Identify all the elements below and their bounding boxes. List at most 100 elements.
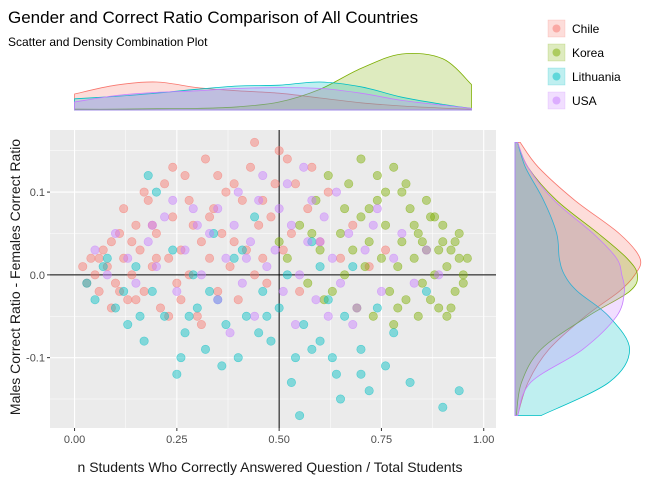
data-point-korea	[368, 311, 378, 321]
data-point-usa	[348, 320, 358, 330]
data-point-lithuania	[143, 171, 153, 181]
data-point-chile	[78, 262, 88, 272]
data-point-chile	[258, 253, 268, 263]
data-point-korea	[438, 237, 448, 247]
data-point-lithuania	[147, 286, 157, 296]
data-point-korea	[340, 270, 350, 280]
data-point-lithuania	[110, 303, 120, 313]
data-point-korea	[282, 253, 292, 263]
data-point-korea	[430, 212, 440, 222]
data-point-korea	[446, 245, 456, 255]
data-point-lithuania	[233, 353, 243, 363]
data-point-chile	[250, 270, 260, 280]
data-point-lithuania	[372, 303, 382, 313]
data-point-lithuania	[266, 336, 276, 346]
data-point-chile	[143, 195, 153, 205]
data-point-usa	[274, 204, 284, 214]
data-point-korea	[381, 187, 391, 197]
data-point-usa	[434, 270, 444, 280]
data-point-usa	[270, 245, 280, 255]
data-point-chile	[139, 187, 149, 197]
data-point-korea	[401, 295, 411, 305]
data-point-chile	[291, 179, 301, 189]
data-point-chile	[274, 146, 284, 156]
data-point-usa	[331, 187, 341, 197]
data-point-chile	[131, 295, 141, 305]
data-point-korea	[364, 237, 374, 247]
data-point-chile	[217, 228, 227, 238]
data-point-lithuania	[315, 336, 325, 346]
data-point-usa	[123, 253, 133, 263]
data-point-chile	[98, 245, 108, 255]
data-point-chile	[192, 311, 202, 321]
data-point-korea	[397, 187, 407, 197]
data-point-chile	[200, 154, 210, 164]
data-point-usa	[160, 212, 170, 222]
data-point-korea	[393, 262, 403, 272]
data-point-korea	[450, 237, 460, 247]
data-point-usa	[291, 320, 301, 330]
top-density-chile	[74, 81, 472, 111]
data-point-korea	[389, 320, 399, 330]
y-tick-label: 0.1	[30, 187, 45, 199]
data-point-korea	[458, 278, 468, 288]
data-point-lithuania	[90, 295, 100, 305]
data-point-lithuania	[258, 286, 268, 296]
data-point-lithuania	[200, 344, 210, 354]
data-point-korea	[323, 171, 333, 181]
legend-label: USA	[572, 94, 597, 108]
data-point-usa	[286, 220, 296, 230]
data-point-usa	[180, 245, 190, 255]
data-point-chile	[164, 253, 174, 263]
data-point-lithuania	[421, 286, 431, 296]
data-point-usa	[192, 220, 202, 230]
data-point-lithuania	[176, 353, 186, 363]
data-point-usa	[372, 204, 382, 214]
legend-label: Chile	[572, 22, 600, 36]
data-point-chile	[221, 187, 231, 197]
data-point-korea	[454, 228, 464, 238]
data-point-korea	[344, 179, 354, 189]
data-point-usa	[131, 278, 141, 288]
data-point-chile	[155, 303, 165, 313]
data-point-korea	[315, 245, 325, 255]
data-point-chile	[307, 162, 317, 172]
data-point-lithuania	[131, 262, 141, 272]
data-point-lithuania	[323, 295, 333, 305]
data-point-lithuania	[356, 369, 366, 379]
data-point-chile	[127, 270, 137, 280]
data-point-lithuania	[364, 386, 374, 396]
data-point-korea	[389, 162, 399, 172]
data-point-usa	[389, 253, 399, 263]
data-point-lithuania	[307, 344, 317, 354]
data-point-usa	[237, 278, 247, 288]
x-axis-ticks: 0.00 0.25 0.50 0.75 1.00	[64, 428, 494, 446]
x-tick-label: 0.00	[64, 434, 85, 446]
data-point-korea	[434, 303, 444, 313]
data-point-chile	[336, 253, 346, 263]
data-point-lithuania	[295, 411, 305, 421]
top-density-usa	[74, 87, 472, 111]
data-point-korea	[401, 179, 411, 189]
scatter-points	[78, 137, 472, 421]
data-point-chile	[176, 295, 186, 305]
data-point-chile	[348, 220, 358, 230]
data-point-chile	[229, 179, 239, 189]
data-point-usa	[409, 278, 419, 288]
data-point-lithuania	[286, 377, 296, 387]
data-point-korea	[303, 278, 313, 288]
data-point-usa	[336, 278, 346, 288]
data-point-usa	[245, 237, 255, 247]
data-point-chile	[172, 278, 182, 288]
data-point-korea	[462, 253, 472, 263]
legend-key-point	[552, 24, 561, 33]
data-point-korea	[450, 286, 460, 296]
data-point-usa	[254, 195, 264, 205]
data-point-chile	[168, 162, 178, 172]
data-point-usa	[323, 311, 333, 321]
data-point-korea	[327, 286, 337, 296]
data-point-chile	[225, 262, 235, 272]
data-point-chile	[151, 228, 161, 238]
data-point-lithuania	[315, 262, 325, 272]
